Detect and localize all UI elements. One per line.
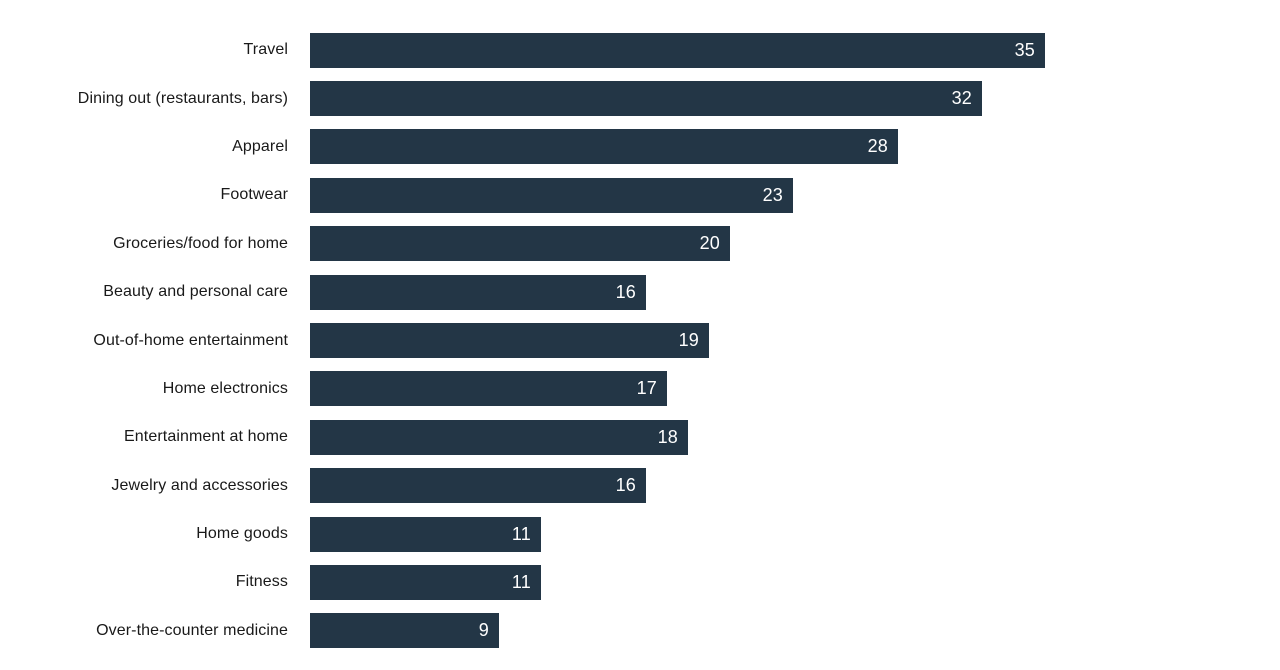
category-label: Beauty and personal care [103,283,288,301]
value-label: 18 [657,426,678,447]
category-label: Home electronics [162,379,288,397]
value-label: 11 [511,571,531,592]
bar: 11 [310,516,541,552]
bar: 16 [310,468,646,504]
bar: 35 [310,32,1045,68]
value-label: 19 [678,330,699,351]
value-label: 28 [867,136,888,157]
chart-row: Out-of-home entertainment 19 [0,316,1280,364]
bar-track: 18 [310,419,1280,455]
category-label: Fitness [235,573,288,591]
chart-row: Entertainment at home 18 [0,413,1280,461]
bar-track: 11 [310,516,1280,552]
bar-track: 17 [310,371,1280,407]
bar-track: 23 [310,177,1280,213]
value-label: 16 [615,281,636,302]
bar-track: 16 [310,468,1280,504]
bar: 17 [310,371,667,407]
category-label: Out-of-home entertainment [93,331,288,349]
bar: 32 [310,81,982,117]
category-label: Jewelry and accessories [111,476,288,494]
chart-row: Over-the-counter medicine 9 [0,607,1280,655]
value-label: 23 [762,184,783,205]
bar: 9 [310,613,499,649]
category-label: Entertainment at home [124,428,288,446]
bar: 11 [310,564,541,600]
category-label: Apparel [232,137,288,155]
bar-track: 20 [310,226,1280,262]
bar-track: 28 [310,129,1280,165]
value-label: 32 [951,88,972,109]
bar-track: 35 [310,32,1280,68]
bar: 18 [310,419,688,455]
chart-row: Jewelry and accessories 16 [0,462,1280,510]
chart-row: Home goods 11 [0,510,1280,558]
bar: 28 [310,129,898,165]
chart-row: Groceries/food for home 20 [0,220,1280,268]
bar-track: 11 [310,564,1280,600]
value-label: 9 [478,620,489,641]
bar: 20 [310,226,730,262]
category-label: Dining out (restaurants, bars) [77,89,288,107]
category-label: Footwear [220,186,288,204]
value-label: 20 [699,233,720,254]
category-label: Home goods [196,525,288,543]
chart-plot-area: Travel 35 Dining out (restaurants, bars) 32… [0,26,1280,655]
value-label: 35 [1014,39,1035,60]
bar-track: 32 [310,81,1280,117]
bar: 16 [310,274,646,310]
chart-row: Apparel 28 [0,123,1280,171]
category-label: Travel [243,41,288,59]
category-label: Groceries/food for home [113,234,288,252]
value-label: 17 [636,378,657,399]
value-label: 11 [511,523,531,544]
chart-row: Footwear 23 [0,171,1280,219]
bar-track: 16 [310,274,1280,310]
chart-row: Dining out (restaurants, bars) 32 [0,74,1280,122]
bar-track: 19 [310,323,1280,359]
bar: 19 [310,323,709,359]
bar-track: 9 [310,613,1280,649]
chart-row: Beauty and personal care 16 [0,268,1280,316]
value-label: 16 [615,475,636,496]
bar: 23 [310,177,793,213]
chart-row: Home electronics 17 [0,365,1280,413]
chart-row: Travel 35 [0,26,1280,74]
category-label: Over-the-counter medicine [96,621,288,639]
chart-row: Fitness 11 [0,558,1280,606]
